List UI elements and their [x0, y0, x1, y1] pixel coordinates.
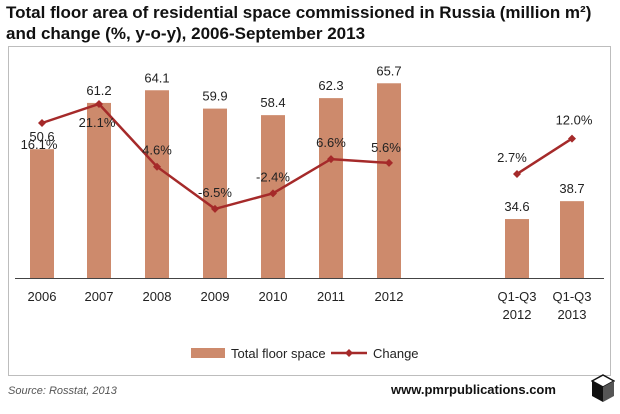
legend-label-bar: Total floor space [231, 346, 326, 361]
bar-2 [145, 90, 169, 279]
bar-5 [319, 98, 343, 278]
x-tick-label-6: 2012 [375, 289, 404, 304]
bar-label-0: 50.6 [29, 129, 54, 144]
x-tick-label-8: Q1-Q3 2013 [552, 289, 591, 322]
bar-label-4: 58.4 [260, 95, 285, 110]
change-label-2: 4.6% [142, 143, 172, 158]
chart-title-line-1: Total floor area of residential space co… [6, 3, 592, 22]
bar-label-6: 65.7 [376, 63, 401, 78]
chart-title-line-2: and change (%, y-o-y), 2006-September 20… [6, 24, 366, 43]
brand-url[interactable]: www.pmrpublications.com [391, 382, 556, 397]
legend-swatch-marker [345, 349, 353, 357]
x-tick-label-5: 2011 [317, 289, 345, 304]
chart-area: 50.6 61.2 64.1 59.9 58.4 62.3 65.7 34.6 38.7 16.1… [8, 46, 611, 376]
change-line-1 [516, 137, 573, 175]
change-label-8: 12.0% [556, 113, 593, 128]
x-tick-label-4: 2010 [259, 289, 288, 304]
bar-1 [87, 102, 111, 278]
change-label-0: 16.1% [21, 137, 58, 152]
bar-label-8: 38.7 [559, 181, 584, 196]
x-tick-label-3: 2009 [201, 289, 230, 304]
bar-label-5: 62.3 [318, 78, 343, 93]
change-point-3 [211, 204, 219, 213]
combo-chart: 50.6 61.2 64.1 59.9 58.4 62.3 65.7 34.6 38.7 16.1… [15, 63, 604, 361]
x-tick-label-7: Q1-Q3 2012 [497, 289, 536, 322]
x-tick-label-2: 2008 [143, 289, 172, 304]
change-point-8 [568, 134, 576, 143]
bar-0 [30, 149, 54, 278]
bar-label-3: 59.9 [202, 89, 227, 104]
source-note: Source: Rosstat, 2013 [8, 385, 117, 397]
change-point-2 [153, 162, 161, 171]
bar-7 [505, 219, 529, 278]
change-point-0 [38, 119, 46, 128]
change-label-5: 6.6% [316, 135, 346, 150]
change-label-3: -6.5% [198, 185, 232, 200]
change-label-1: 21.1% [79, 115, 116, 130]
x-tick-label-0: 2006 [28, 289, 57, 304]
cube-logo-icon [591, 374, 615, 402]
change-point-4 [269, 189, 277, 198]
change-point-6 [385, 158, 393, 167]
legend-label-line: Change [373, 346, 419, 361]
change-point-5 [327, 155, 335, 164]
x-tick-label-1: 2007 [85, 289, 114, 304]
bar-label-7: 34.6 [504, 199, 529, 214]
change-point-1 [95, 100, 103, 109]
change-point-7 [513, 169, 521, 178]
bar-label-1: 61.2 [86, 83, 111, 98]
bar-3 [203, 108, 227, 278]
change-label-7: 2.7% [497, 150, 527, 165]
legend-swatch-bar [191, 348, 225, 358]
change-label-6: 5.6% [371, 140, 401, 155]
change-label-4: -2.4% [256, 169, 290, 184]
bar-label-2: 64.1 [144, 70, 169, 85]
bar-6 [377, 83, 401, 278]
chart-title: Total floor area of residential space co… [6, 2, 616, 44]
bar-8 [560, 201, 584, 278]
